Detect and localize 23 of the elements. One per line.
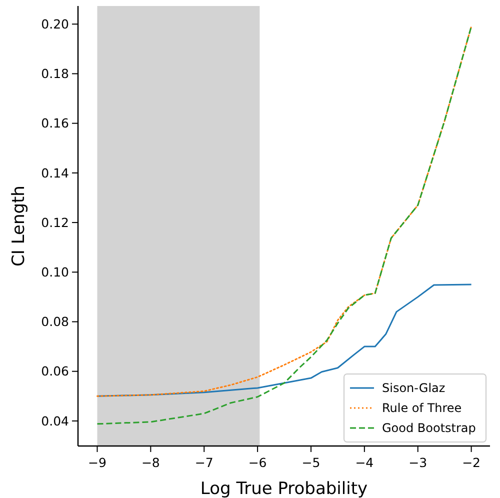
x-tick-label: −2: [462, 455, 481, 470]
x-tick-label: −9: [88, 455, 106, 470]
x-tick-label: −4: [355, 455, 374, 470]
x-tick-label: −5: [302, 455, 320, 470]
y-axis-title: CI Length: [9, 186, 29, 266]
y-tick-label: 0.08: [41, 314, 70, 330]
x-tick-label: −3: [408, 455, 428, 470]
y-tick-label: 0.10: [41, 264, 70, 280]
line-series: [96, 284, 472, 397]
y-tick-label: 0.14: [41, 165, 70, 180]
y-tick-label: 0.18: [41, 66, 70, 82]
y-tick-label: 0.06: [41, 364, 70, 379]
y-tick-label: 0.04: [41, 413, 70, 428]
y-tick-label: 0.20: [41, 16, 70, 32]
legend-label: Good Bootstrap: [382, 421, 476, 436]
x-tick-label: −8: [141, 455, 160, 470]
legend-label: Sison-Glaz: [382, 381, 446, 396]
y-tick-label: 0.12: [41, 214, 69, 230]
x-axis-title: Log True Probability: [200, 479, 368, 498]
y-tick-label: 0.16: [41, 116, 70, 131]
x-tick-label: −6: [248, 455, 267, 470]
legend-label: Rule of Three: [382, 401, 462, 416]
x-tick-label: −7: [194, 455, 214, 470]
